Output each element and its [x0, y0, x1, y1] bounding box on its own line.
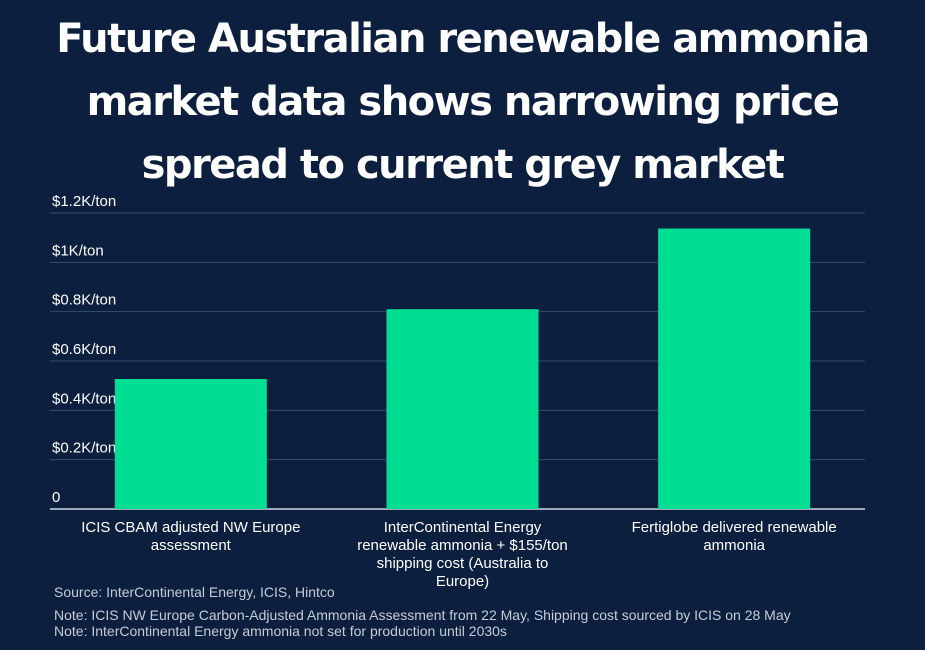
bar	[658, 228, 811, 510]
source-note: Source: InterContinental Energy, ICIS, H…	[54, 584, 335, 600]
y-tick-label: $0.6K/ton	[52, 341, 116, 358]
bar-chart: 0 $0.2K/ton $0.4K/ton $0.6K/ton $0.8K/ton $1K…	[50, 193, 865, 590]
y-tick-label: $1K/ton	[52, 242, 104, 259]
y-tick-label: $1.2K/ton	[52, 193, 116, 210]
y-tick-label: $0.4K/ton	[52, 390, 116, 407]
x-tick-label: Fertiglobe delivered renewable ammonia	[632, 519, 837, 554]
chart-title: Future Australian renewable ammonia mark…	[0, 8, 925, 197]
title-line-3: spread to current grey market	[141, 142, 785, 188]
x-tick-label: InterContinental Energy renewable ammonia…	[357, 519, 568, 590]
bar	[386, 309, 539, 509]
y-tick-label: 0	[52, 489, 60, 506]
bar	[114, 379, 267, 509]
title-line-2: market data shows narrowing price	[86, 79, 840, 125]
title-line-1: Future Australian renewable ammonia	[56, 16, 870, 62]
y-tick-label: $0.8K/ton	[52, 292, 116, 309]
x-tick-label: ICIS CBAM adjusted NW Europe assessment	[81, 519, 300, 554]
y-tick-label: $0.2K/ton	[52, 440, 116, 457]
footnote-shipping: Note: ICIS NW Europe Carbon-Adjusted Amm…	[54, 607, 791, 623]
footnote-production: Note: InterContinental Energy ammonia no…	[54, 623, 507, 639]
